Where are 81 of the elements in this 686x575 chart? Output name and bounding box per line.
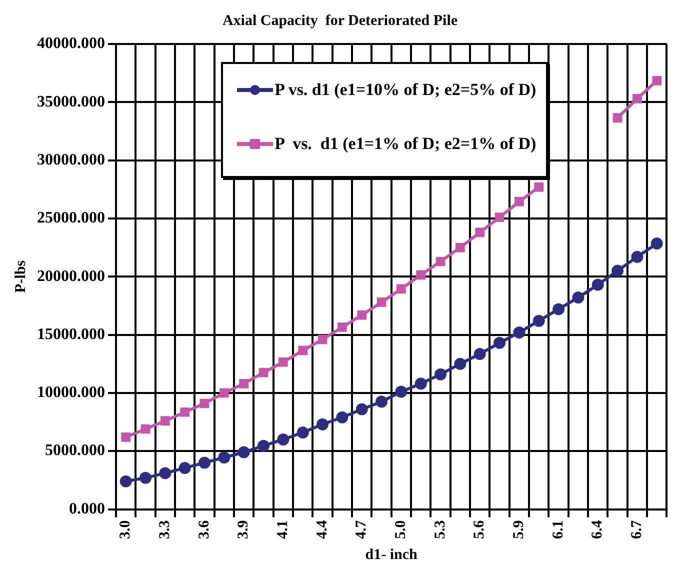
point (140, 424, 150, 434)
point (336, 411, 348, 424)
x-tick-label: 3.3 (157, 520, 174, 539)
point (200, 398, 210, 408)
point (296, 426, 309, 438)
point (298, 346, 308, 356)
x-tick-label: 5.0 (393, 520, 410, 539)
x-tick-label: 6.4 (590, 520, 606, 539)
x-tick-label: 5.9 (511, 520, 528, 539)
point (552, 303, 565, 316)
x-tick-label: 6.1 (550, 520, 566, 539)
point (513, 326, 526, 338)
point (120, 475, 132, 488)
point (474, 348, 486, 360)
point (416, 270, 426, 280)
point (454, 358, 466, 370)
y-tick-label: 35000.000 (37, 93, 105, 110)
point (532, 314, 545, 327)
y-tick-label: 10000.000 (37, 384, 105, 402)
x-tick-label: 5.3 (432, 520, 448, 539)
point (436, 256, 446, 266)
point (356, 403, 368, 416)
point (652, 76, 662, 86)
chart-title: Axial Capacity for Deteriorated Pile (222, 12, 458, 29)
point (238, 446, 250, 458)
point (376, 396, 388, 408)
point (121, 432, 131, 442)
point (650, 237, 663, 250)
point (534, 182, 544, 192)
legend-label: P vs. d1 (e1=1% of D; e2=1% of D) (274, 134, 536, 154)
point (180, 407, 190, 417)
point (160, 416, 170, 426)
point (414, 378, 427, 390)
point (572, 292, 584, 304)
point (218, 451, 230, 464)
point (316, 418, 329, 430)
point (258, 440, 270, 452)
y-tick-label: 20000.000 (37, 268, 105, 285)
x-tick-label: 4.1 (275, 520, 292, 539)
point (632, 94, 642, 104)
point (178, 462, 191, 474)
point (612, 264, 624, 277)
point (494, 336, 506, 349)
point (198, 456, 211, 469)
point (318, 334, 328, 344)
legend-label: P vs. d1 (e1=10% of D; e2=5% of D) (274, 80, 536, 100)
point (140, 472, 152, 484)
x-tick-label: 3.0 (118, 520, 134, 539)
point (514, 196, 524, 206)
point (278, 357, 288, 367)
x-tick-label: 3.9 (236, 520, 252, 539)
point (396, 284, 406, 294)
point (434, 368, 447, 380)
x-axis-title: d1- inch (365, 546, 418, 563)
point (612, 113, 622, 123)
point (219, 388, 229, 398)
x-tick-label: 3.6 (196, 520, 212, 539)
point (277, 433, 290, 446)
point (258, 368, 268, 378)
x-tick-label: 6.7 (629, 520, 646, 539)
y-tick-label: 30000.000 (37, 151, 105, 168)
x-tick-label: 5.6 (472, 520, 488, 539)
point (239, 378, 249, 388)
y-tick-label: 0.000 (69, 500, 105, 518)
y-tick-label: 15000.000 (37, 326, 105, 343)
point (159, 467, 172, 480)
x-tick-label: 4.7 (354, 520, 370, 539)
point (456, 242, 465, 252)
point (376, 298, 386, 307)
x-tick-label: 4.4 (314, 520, 330, 539)
y-axis-title: P-lbs (12, 260, 29, 293)
point (631, 250, 644, 263)
point (494, 212, 504, 222)
point (357, 310, 367, 320)
point (395, 386, 408, 398)
point (592, 278, 604, 291)
y-tick-label: 25000.000 (37, 210, 105, 227)
point (338, 322, 347, 332)
point (475, 228, 485, 238)
y-tick-label: 5000.000 (45, 442, 105, 460)
y-tick-label: 40000.000 (37, 35, 105, 52)
